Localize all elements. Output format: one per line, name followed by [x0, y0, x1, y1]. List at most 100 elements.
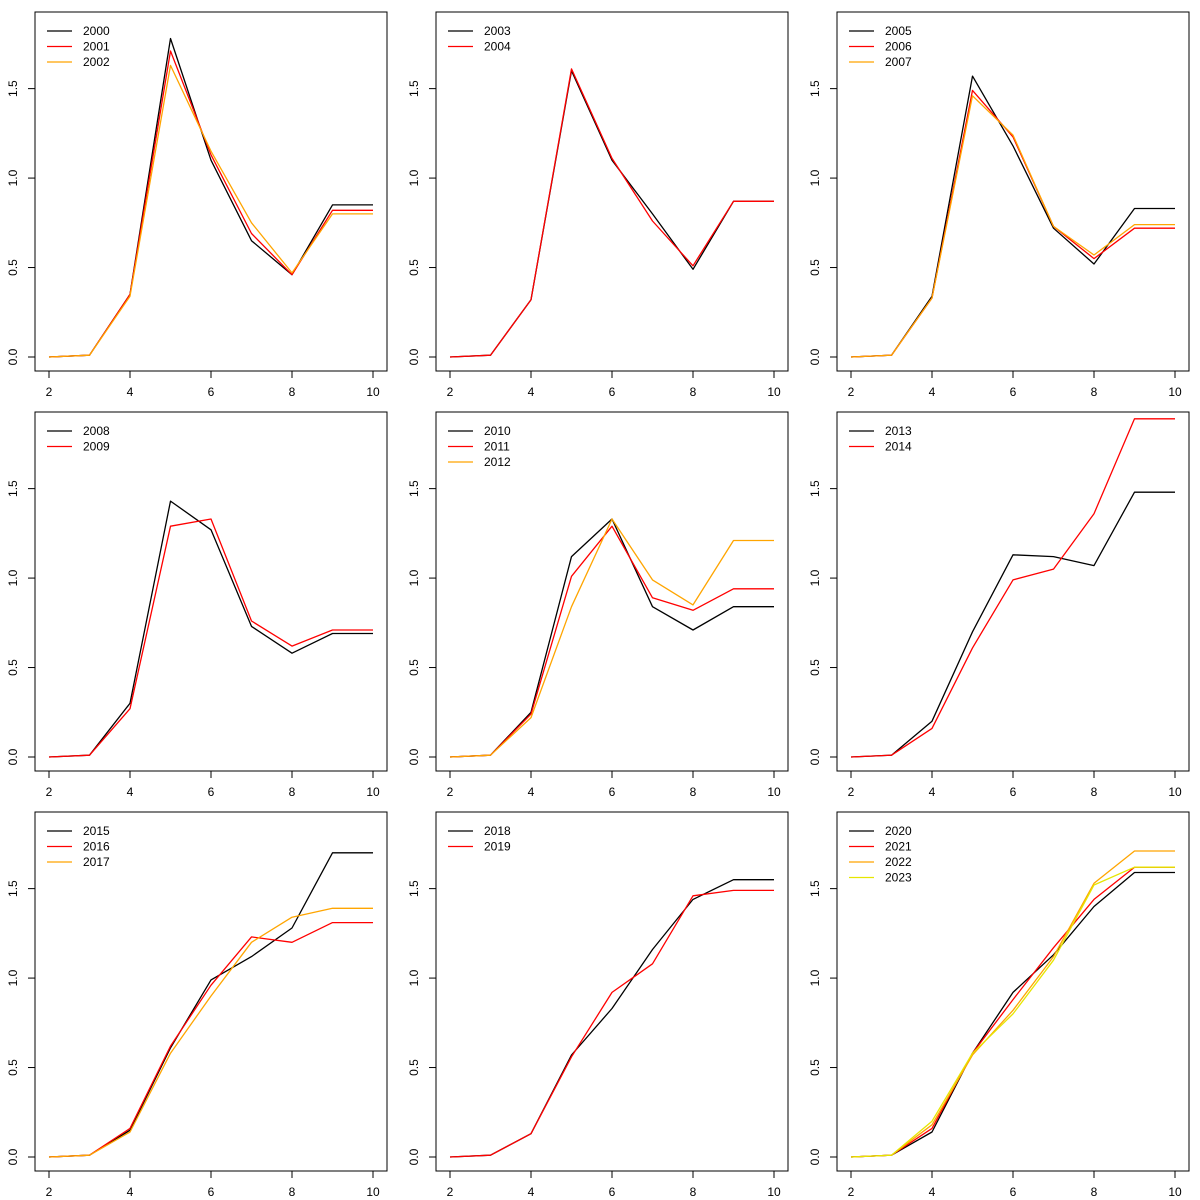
x-tick-label: 6	[1010, 1185, 1017, 1199]
legend-label: 2018	[484, 824, 511, 838]
x-tick-label: 8	[1091, 785, 1098, 799]
y-tick-label: 1.0	[407, 569, 421, 586]
y-tick-label: 1.5	[6, 480, 20, 497]
series-line-2007	[850, 95, 1175, 358]
series-line-2015	[48, 852, 373, 1158]
plot-frame	[34, 411, 388, 772]
legend-label: 2020	[885, 824, 912, 838]
x-tick-label: 2	[447, 385, 454, 399]
y-tick-label: 0.0	[6, 1148, 20, 1165]
series-line-2006	[850, 89, 1175, 358]
y-tick-label: 1.0	[6, 569, 20, 586]
y-tick-label: 1.5	[407, 880, 421, 897]
x-tick-label: 2	[848, 1185, 855, 1199]
y-tick-label: 0.0	[407, 1148, 421, 1165]
y-tick-label: 0.5	[808, 259, 822, 276]
x-tick-label: 8	[289, 785, 296, 799]
legend-label: 2011	[484, 440, 510, 454]
y-tick-label: 0.0	[808, 748, 822, 765]
x-tick-label: 4	[929, 1185, 936, 1199]
y-tick-label: 1.5	[808, 880, 822, 897]
x-tick-label: 10	[767, 1185, 781, 1199]
plot-frame	[435, 811, 789, 1172]
y-tick-label: 1.0	[808, 969, 822, 986]
y-tick-label: 0.0	[808, 348, 822, 365]
x-tick-label: 10	[366, 1185, 380, 1199]
x-tick-label: 6	[208, 385, 215, 399]
y-tick-label: 1.0	[6, 169, 20, 186]
legend-label: 2022	[885, 855, 912, 869]
series-line-2014	[850, 418, 1175, 758]
legend-label: 2007	[885, 55, 912, 69]
x-tick-label: 8	[1091, 385, 1098, 399]
x-tick-label: 2	[447, 785, 454, 799]
legend-label: 2012	[484, 455, 511, 469]
legend-label: 2015	[83, 824, 110, 838]
x-tick-label: 8	[690, 1185, 697, 1199]
legend-label: 2003	[484, 24, 511, 38]
legend-label: 2019	[484, 840, 511, 854]
x-tick-label: 2	[46, 1185, 53, 1199]
y-tick-label: 0.5	[407, 659, 421, 676]
y-tick-label: 0.5	[407, 1059, 421, 1076]
x-tick-label: 6	[609, 385, 616, 399]
x-tick-label: 2	[848, 785, 855, 799]
series-line-2017	[48, 907, 373, 1158]
legend-label: 2009	[83, 440, 110, 454]
series-line-2008	[48, 500, 373, 758]
legend-label: 2004	[484, 40, 511, 54]
x-tick-label: 6	[609, 1185, 616, 1199]
legend-label: 2010	[484, 424, 511, 438]
x-tick-label: 10	[366, 785, 380, 799]
legend-label: 2006	[885, 40, 912, 54]
y-tick-label: 1.0	[407, 969, 421, 986]
series-line-2000	[48, 37, 373, 358]
legend-label: 2013	[885, 424, 912, 438]
series-line-2019	[449, 889, 774, 1158]
y-tick-label: 0.5	[407, 259, 421, 276]
x-tick-label: 2	[46, 385, 53, 399]
series-line-2005	[850, 75, 1175, 358]
series-line-2009	[48, 518, 373, 758]
y-tick-label: 0.5	[6, 659, 20, 676]
x-tick-label: 8	[690, 785, 697, 799]
x-tick-label: 6	[1010, 385, 1017, 399]
x-tick-label: 10	[767, 785, 781, 799]
x-tick-label: 10	[767, 385, 781, 399]
series-line-2016	[48, 921, 373, 1158]
y-tick-label: 1.5	[6, 880, 20, 897]
x-tick-label: 8	[1091, 1185, 1098, 1199]
chart-panel-8: 2 4 6 8 10 0.0 0.5 1.0 1.5 2018 2019	[407, 811, 789, 1199]
x-tick-label: 10	[1168, 385, 1182, 399]
y-tick-label: 0.5	[6, 259, 20, 276]
series-line-2012	[449, 518, 774, 758]
x-tick-label: 6	[208, 785, 215, 799]
x-tick-label: 4	[528, 785, 535, 799]
x-tick-label: 4	[528, 385, 535, 399]
series-line-2018	[449, 879, 774, 1158]
x-tick-label: 8	[289, 1185, 296, 1199]
x-tick-label: 6	[1010, 785, 1017, 799]
series-line-2010	[449, 518, 774, 758]
x-tick-label: 6	[609, 785, 616, 799]
y-tick-label: 0.5	[808, 1059, 822, 1076]
x-tick-label: 4	[929, 785, 936, 799]
y-tick-label: 1.0	[808, 569, 822, 586]
x-tick-label: 4	[127, 1185, 134, 1199]
series-line-2021	[850, 866, 1175, 1158]
chart-panel-6: 2 4 6 8 10 0.0 0.5 1.0 1.5 2013 2014	[808, 411, 1190, 799]
series-line-2002	[48, 64, 373, 358]
legend-label: 2001	[83, 40, 110, 54]
series-line-2013	[850, 491, 1175, 758]
series-line-2001	[48, 50, 373, 358]
y-tick-label: 0.0	[407, 748, 421, 765]
x-tick-label: 2	[46, 785, 53, 799]
y-tick-label: 1.0	[6, 969, 20, 986]
legend-label: 2016	[83, 840, 110, 854]
x-tick-label: 6	[208, 1185, 215, 1199]
